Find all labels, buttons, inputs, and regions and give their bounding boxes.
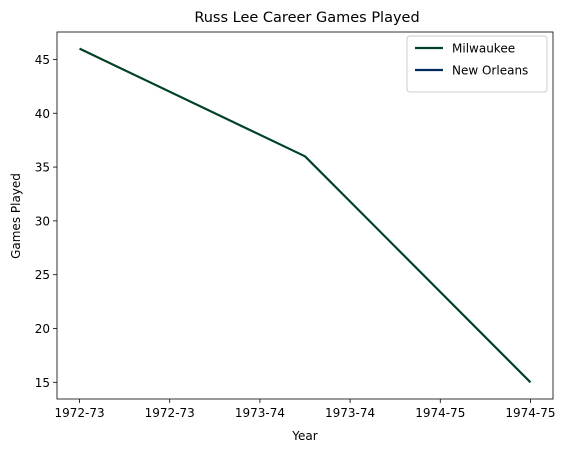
- y-tick-label: 15: [35, 376, 50, 390]
- x-tick-label: 1972-73: [145, 406, 195, 420]
- y-tick-label: 30: [35, 214, 50, 228]
- y-tick-label: 25: [35, 268, 50, 282]
- x-axis-label: Year: [291, 429, 317, 443]
- legend: Milwaukee New Orleans: [406, 35, 548, 93]
- y-axis-label: Games Played: [9, 173, 23, 259]
- legend-label: New Orleans: [452, 64, 528, 78]
- y-tick-label: 35: [35, 161, 50, 175]
- y-tick-label: 20: [35, 322, 50, 336]
- x-tick-label: 1972-73: [54, 406, 104, 420]
- x-axis: 1972-73 1972-73 1973-74 1973-74 1974-75 1974-…: [54, 399, 556, 420]
- series-layer: [79, 47, 532, 384]
- plot-frame: [56, 31, 554, 400]
- y-tick-label: 40: [35, 107, 50, 121]
- x-tick-label: 1974-75: [415, 406, 465, 420]
- plot-area: [56, 31, 554, 400]
- chart-title: Russ Lee Career Games Played: [194, 10, 419, 26]
- y-tick-label: 45: [35, 53, 50, 67]
- series-line-milwaukee: [79, 47, 532, 384]
- y-axis: 15 20 25 30 35 40 45: [35, 53, 57, 390]
- legend-label: Milwaukee: [452, 42, 515, 56]
- legend-box: [406, 35, 548, 93]
- x-tick-label: 1973-74: [235, 406, 285, 420]
- x-tick-label: 1973-74: [325, 406, 375, 420]
- x-tick-label: 1974-75: [505, 406, 555, 420]
